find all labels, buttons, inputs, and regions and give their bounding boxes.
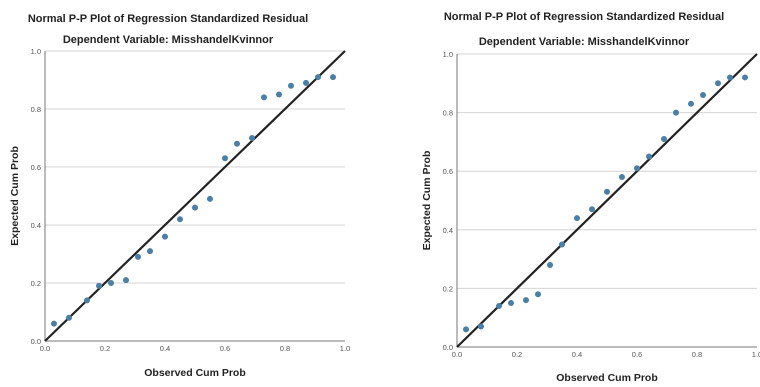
data-point [330,74,336,81]
data-point [51,320,57,327]
data-point [123,277,129,284]
data-point [315,74,321,81]
data-point [715,80,721,87]
y-tick-label: 0.4 [31,221,41,230]
x-axis-label: Observed Cum Prob [144,367,246,379]
y-tick-label: 0.4 [443,226,453,235]
x-tick-label: 0.8 [280,344,290,353]
data-point [276,91,282,98]
data-point [727,74,733,81]
x-axis-label: Observed Cum Prob [556,372,658,384]
data-point [66,314,72,321]
data-point [523,297,529,304]
data-point [700,92,706,99]
chart-title: Normal P-P Plot of Regression Standardiz… [28,13,308,25]
data-point [688,100,694,107]
chart-2: 0.0 0.2 0.4 0.6 0.8 1.0 0.0 0.2 0.4 0.6 0.8 1.0 Norm… [421,11,760,384]
x-tick-label: 0.6 [632,350,642,359]
y-tick-label: 0.2 [443,284,453,293]
y-tick-label: 1.0 [443,50,453,59]
data-point [207,195,213,202]
chart-title: Normal P-P Plot of Regression Standardiz… [444,11,724,23]
y-tick-label: 0.0 [31,337,41,346]
chart-subtitle: Dependent Variable: MisshandelKvinnor [479,36,690,48]
data-point [508,300,514,307]
y-axis-label: Expected Cum Prob [421,151,433,251]
data-point [547,261,553,268]
data-point [478,323,484,330]
data-point [261,94,267,101]
y-tick-label: 1.0 [31,47,41,56]
y-axis-label: Expected Cum Prob [9,146,21,246]
data-point [535,291,541,298]
data-point [249,135,255,141]
x-tick-label: 0.0 [40,344,50,353]
x-tick-label: 0.2 [100,344,110,353]
data-point [559,241,565,248]
data-point [604,188,610,195]
x-tick-label: 0.6 [220,344,230,353]
data-point [742,74,748,81]
data-point [234,140,240,147]
data-point [135,253,141,260]
data-point [574,215,580,222]
y-tick-label: 0.2 [31,279,41,288]
data-point [661,135,667,142]
x-tick-label: 0.8 [692,350,702,359]
data-point [303,79,309,86]
reference-line [44,50,346,342]
data-point [288,82,294,89]
x-tick-label: 1.0 [340,344,350,353]
x-tick-label: 0.4 [160,344,170,353]
x-tick-label: 0.4 [572,350,582,359]
data-point [222,155,228,162]
data-point [177,216,183,223]
reference-line [456,53,758,348]
data-point [673,109,679,116]
data-point [162,233,168,240]
y-tick-label: 0.6 [443,167,453,176]
x-tick-label: 1.0 [752,350,760,359]
y-tick-label: 0.6 [31,163,41,172]
y-tick-label: 0.8 [443,109,453,118]
data-point [463,326,469,333]
y-tick-label: 0.8 [31,105,41,114]
data-point [496,302,502,309]
data-point [634,165,640,172]
data-point [619,174,625,181]
data-point [108,280,114,286]
x-tick-label: 0.2 [512,350,522,359]
data-point [84,297,90,304]
x-tick-label: 0.0 [452,350,462,359]
data-point [147,248,153,255]
data-point [96,282,102,289]
y-tick-label: 0.0 [443,343,453,352]
chart-subtitle: Dependent Variable: MisshandelKvinnor [63,34,274,46]
chart-1: 0.0 0.2 0.4 0.6 0.8 1.0 0.0 0.2 0.4 0.6 0.8 1.0 Norm… [9,13,350,379]
data-point [192,204,198,211]
data-point [646,153,652,160]
data-point [589,206,595,213]
